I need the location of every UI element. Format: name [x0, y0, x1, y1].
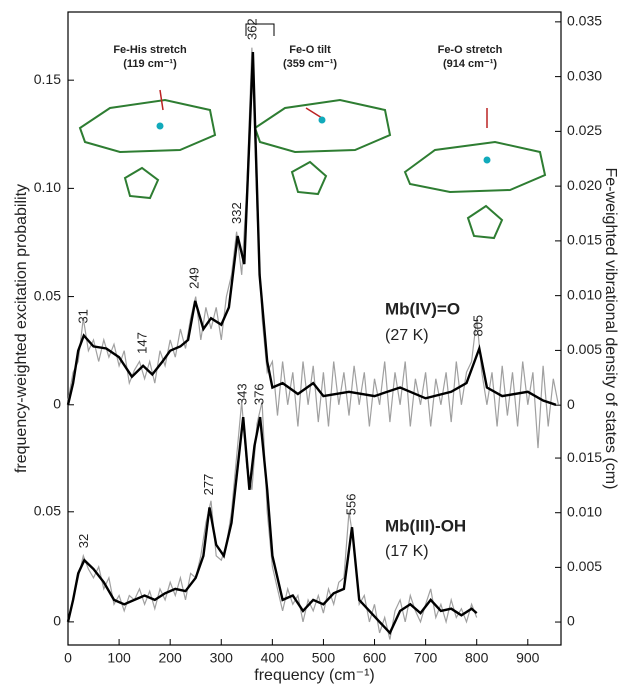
- peak-label: 362: [244, 18, 259, 40]
- y-tick-label: 0: [53, 613, 61, 629]
- inset-label: (914 cm⁻¹): [443, 58, 497, 70]
- spectrum-line: [68, 48, 558, 448]
- inset-label: Fe-O stretch: [438, 44, 503, 56]
- y-tick-label: 0.05: [34, 287, 61, 303]
- x-tick-label: 800: [465, 650, 489, 666]
- y-tick-label: 0: [53, 395, 61, 411]
- peak-label: 343: [235, 383, 250, 405]
- molecule: [292, 162, 326, 194]
- x-tick-label: 300: [210, 650, 234, 666]
- y-tick-label: 0.15: [34, 71, 61, 87]
- mode-arrow: [306, 108, 322, 118]
- x-tick-label: 0: [64, 650, 72, 666]
- molecule: [255, 100, 390, 152]
- x-tick-label: 200: [158, 650, 182, 666]
- molecule: [468, 206, 502, 238]
- inset-label: (119 cm⁻¹): [123, 58, 177, 70]
- inset-label: Fe-O tilt: [289, 44, 331, 56]
- x-tick-label: 100: [107, 650, 131, 666]
- peak-label: 147: [135, 332, 150, 354]
- plot-frame: [68, 12, 561, 645]
- molecule: [125, 168, 158, 198]
- inset-label: Fe-His stretch: [113, 44, 187, 56]
- y2-tick-label: 0.030: [567, 67, 602, 83]
- molecule: [80, 100, 215, 152]
- y2-tick-label: 0.005: [567, 558, 602, 574]
- peak-label: 805: [471, 315, 486, 337]
- atom: [484, 157, 491, 164]
- y-tick-label: 0.05: [34, 502, 61, 518]
- y2-tick-label: 0.015: [567, 232, 602, 248]
- y2-tick-label: 0.005: [567, 341, 602, 357]
- y2-tick-label: 0.010: [567, 503, 602, 519]
- x-tick-label: 900: [516, 650, 540, 666]
- y-axis-label: frequency-weighted excitation probabilit…: [13, 184, 30, 473]
- series-subtitle: (27 K): [385, 327, 429, 344]
- y2-tick-label: 0: [567, 396, 575, 412]
- atom: [157, 123, 164, 130]
- atom: [319, 117, 326, 124]
- y2-tick-label: 0.015: [567, 449, 602, 465]
- x-tick-label: 500: [312, 650, 336, 666]
- series-subtitle: (17 K): [385, 543, 429, 560]
- x-tick-label: 700: [414, 650, 438, 666]
- peak-label: 31: [75, 309, 90, 323]
- series-title: Mb(III)-OH: [385, 516, 466, 535]
- peak-label: 277: [201, 474, 216, 496]
- series-title: Mb(IV)=O: [385, 299, 460, 318]
- inset-label: (359 cm⁻¹): [283, 58, 337, 70]
- y2-tick-label: 0: [567, 613, 575, 629]
- x-tick-label: 600: [363, 650, 387, 666]
- x-tick-label: 400: [261, 650, 285, 666]
- y2-axis-label: Fe-weighted vibrational density of state…: [602, 168, 619, 490]
- x-axis-label: frequency (cm⁻¹): [254, 667, 374, 684]
- inset-molecules: [80, 90, 545, 238]
- y2-tick-label: 0.035: [567, 13, 602, 29]
- y2-tick-label: 0.010: [567, 286, 602, 302]
- peak-label: 32: [76, 534, 91, 548]
- y2-tick-label: 0.025: [567, 122, 602, 138]
- peak-label: 376: [252, 383, 267, 405]
- peak-label: 249: [187, 267, 202, 289]
- peak-label: 332: [229, 202, 244, 224]
- molecule: [405, 142, 545, 192]
- peak-label: 556: [343, 494, 358, 516]
- y2-tick-label: 0.020: [567, 177, 602, 193]
- chart: 0 0.05 0.10 0.15 0 0.005 0.010 0.015 0.020 0.025 0…: [0, 0, 626, 684]
- y-tick-label: 0.10: [34, 179, 61, 195]
